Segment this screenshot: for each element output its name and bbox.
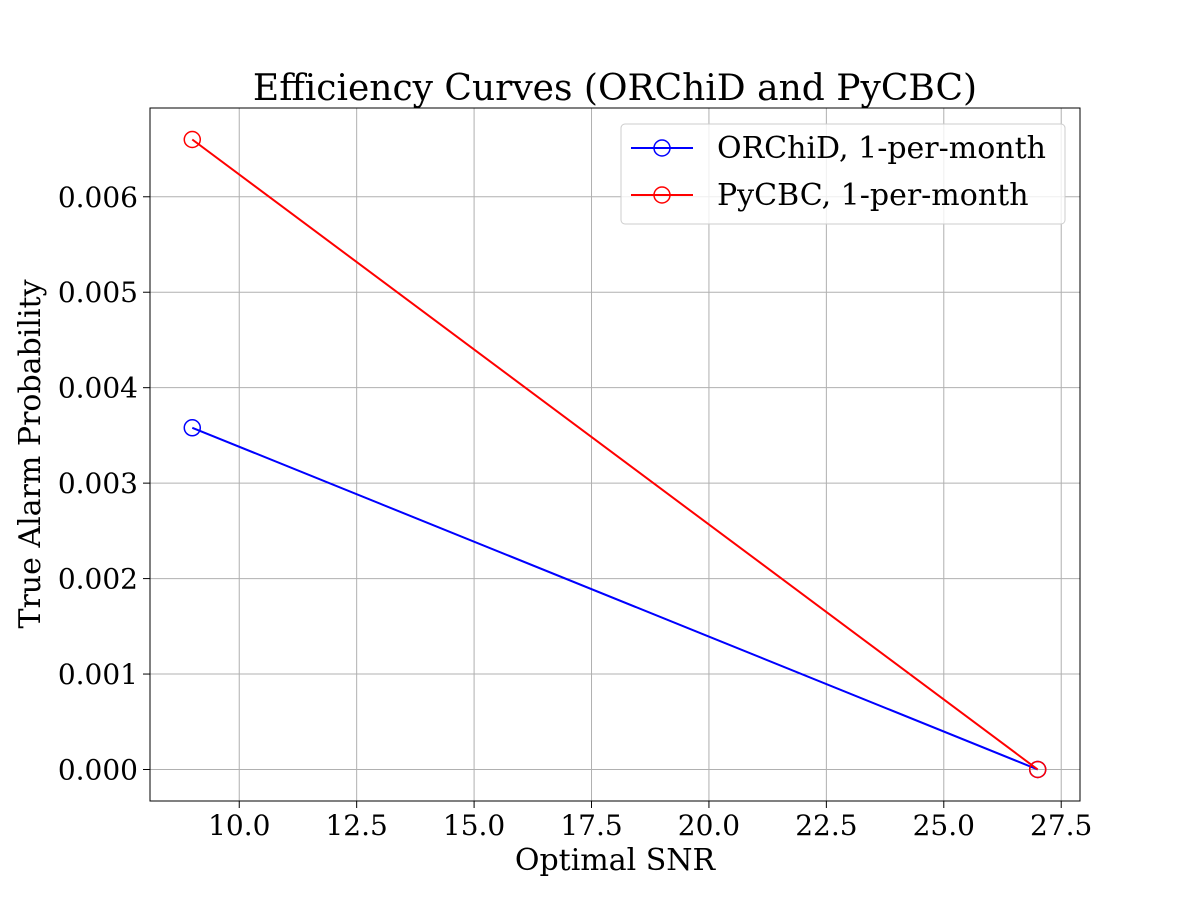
x-tick-label: 25.0 bbox=[913, 809, 975, 842]
x-tick-label: 22.5 bbox=[795, 809, 857, 842]
series-point-0 bbox=[183, 419, 202, 437]
legend-label-0: ORChiD, 1-per-month bbox=[717, 131, 1046, 166]
x-tick-label: 10.0 bbox=[208, 809, 270, 842]
x-axis-label: Optimal SNR bbox=[515, 843, 717, 878]
x-tick-label: 12.5 bbox=[325, 809, 387, 842]
series-line-0 bbox=[191, 426, 1039, 771]
series-point-1 bbox=[183, 130, 202, 149]
plot-frame bbox=[149, 107, 1081, 802]
y-tick-label: 0.002 bbox=[58, 563, 138, 596]
x-tick-label: 27.5 bbox=[1030, 809, 1092, 842]
x-tick-label: 15.0 bbox=[443, 809, 505, 842]
y-tick-label: 0.003 bbox=[58, 467, 138, 500]
y-tick-label: 0.006 bbox=[58, 181, 138, 214]
plot-series bbox=[183, 130, 1047, 779]
legend-frame bbox=[620, 123, 1066, 225]
y-tick-label: 0.005 bbox=[58, 276, 138, 309]
legend-marker-1 bbox=[653, 186, 671, 204]
series-point-1 bbox=[1028, 760, 1047, 779]
legend-label-1: PyCBC, 1-per-month bbox=[717, 178, 1029, 213]
y-tick-label: 0.004 bbox=[58, 372, 138, 405]
legend-marker-0 bbox=[653, 139, 671, 157]
x-tick-label: 17.5 bbox=[560, 809, 622, 842]
series-line-1 bbox=[191, 138, 1039, 771]
x-tick-label: 20.0 bbox=[678, 809, 740, 842]
legend: ORChiD, 1-per-month PyCBC, 1-per-month bbox=[620, 123, 1066, 225]
axis-ticks: 10.0 12.5 15.0 17.5 20.0 22.5 25.0 27.5 0.000 0.0… bbox=[58, 181, 1093, 842]
y-tick-label: 0.000 bbox=[58, 754, 138, 787]
y-tick-label: 0.001 bbox=[58, 658, 138, 691]
chart-title: Efficiency Curves (ORChiD and PyCBC) bbox=[253, 68, 977, 109]
y-axis-label: True Alarm Probability bbox=[13, 279, 48, 628]
